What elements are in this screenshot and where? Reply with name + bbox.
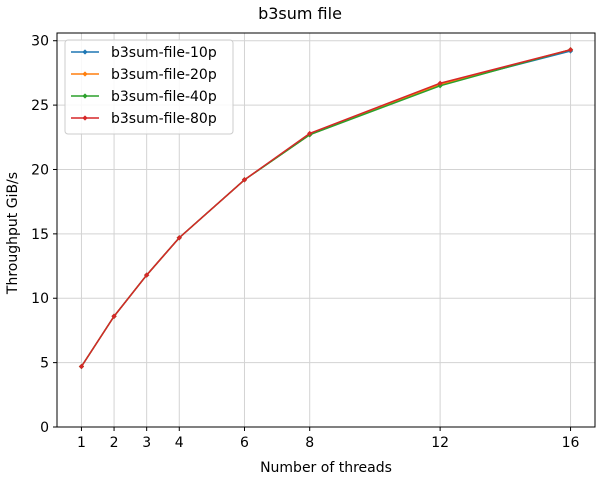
x-tick-label: 16 [562, 435, 580, 451]
legend-box [64, 39, 234, 135]
series-layer [78, 47, 574, 370]
chart-title: b3sum file [258, 4, 342, 23]
legend-label: b3sum-file-10p [111, 45, 217, 61]
data-point [437, 80, 443, 86]
data-point [111, 313, 117, 319]
x-tick-label: 4 [175, 435, 184, 451]
x-tick-label: 6 [240, 435, 249, 451]
legend-label: b3sum-file-40p [111, 89, 217, 105]
data-point [241, 177, 248, 183]
y-tick-label: 15 [31, 227, 49, 243]
x-tick-label: 12 [431, 435, 449, 451]
legend-item: b3sum-file-40p [71, 89, 217, 105]
legend-marker [82, 49, 88, 55]
x-tick-label: 8 [305, 435, 314, 451]
series-line [80, 49, 571, 367]
plot-frame [56, 32, 596, 428]
legend-marker [82, 115, 88, 121]
data-point [567, 47, 574, 53]
legend-label: b3sum-file-20p [111, 67, 217, 83]
y-tick-label: 25 [31, 98, 49, 114]
x-axis-label: Number of threads [260, 460, 392, 476]
legend: b3sum-file-10p b3sum-file-20p b3sum-file-4… [64, 39, 234, 135]
y-tick-label: 10 [31, 291, 49, 307]
legend-marker [82, 93, 88, 99]
x-tick-label: 3 [142, 435, 151, 451]
series-4 [78, 47, 574, 370]
x-tick-label: 1 [77, 435, 86, 451]
y-axis-label: Throughput GiB/s [5, 172, 21, 295]
data-point [144, 272, 150, 278]
y-tick-label: 5 [40, 356, 49, 372]
legend-label: b3sum-file-80p [111, 111, 217, 127]
legend-item: b3sum-file-80p [71, 111, 217, 127]
data-point [176, 235, 182, 241]
data-point [78, 363, 85, 370]
y-tick-label: 30 [31, 34, 49, 50]
legend-marker [82, 71, 88, 77]
data-point [307, 130, 313, 137]
y-tick-label: 20 [31, 162, 49, 178]
y-tick-label: 0 [40, 420, 49, 436]
legend-item: b3sum-file-20p [71, 67, 217, 83]
legend-item: b3sum-file-10p [71, 45, 217, 61]
x-tick-label: 2 [110, 435, 119, 451]
